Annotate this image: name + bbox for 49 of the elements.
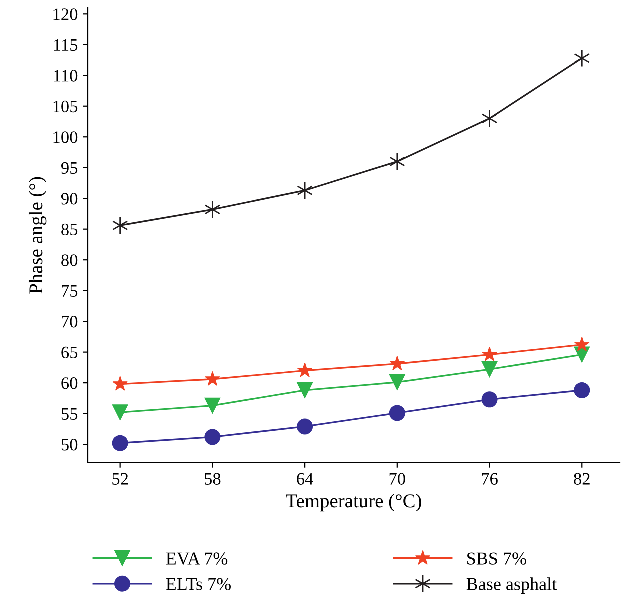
y-tick-label: 75 (62, 285, 78, 298)
y-axis-title: Phase angle (°) (28, 177, 47, 294)
y-tick-label: 105 (54, 100, 78, 113)
point (574, 49, 590, 68)
x-axis-title: Temperature (°C) (286, 494, 422, 512)
y-tick-label: 110 (54, 70, 78, 82)
legend-label: EVA 7% (166, 552, 228, 565)
y-tick-label: 120 (54, 8, 78, 20)
point (482, 346, 498, 362)
point (297, 418, 314, 435)
point (574, 382, 590, 398)
legend-label: Base asphalt (466, 578, 557, 594)
legend-label: SBS 7% (468, 552, 526, 565)
x-tick-label: 76 (482, 473, 498, 485)
point (390, 152, 406, 171)
x-tick-label: 82 (574, 473, 590, 485)
point (297, 362, 313, 378)
point (297, 382, 314, 398)
point (204, 398, 221, 414)
point (482, 110, 498, 128)
x-tick-label: 70 (390, 473, 406, 485)
y-tick-label: 80 (62, 254, 78, 266)
legend-label: ELTs 7% (166, 578, 231, 590)
y-tick-label: 70 (62, 316, 78, 328)
y-tick-label: 115 (54, 39, 78, 52)
x-tick-label: 64 (297, 473, 314, 485)
y-tick-label: 85 (62, 224, 78, 236)
y-tick-label: 60 (62, 378, 78, 390)
y-tick-label: 90 (61, 193, 78, 205)
x-tick-label: 58 (205, 473, 221, 485)
point (204, 200, 221, 219)
point (112, 404, 128, 421)
point (112, 376, 128, 391)
point (205, 371, 220, 386)
x-tick-label: 52 (112, 473, 128, 485)
point (204, 429, 221, 446)
point (574, 336, 590, 352)
point (389, 374, 406, 390)
y-tick-label: 95 (61, 162, 78, 174)
point (112, 216, 128, 235)
y-tick-label: 65 (62, 346, 78, 359)
point (482, 362, 498, 378)
y-tick-label: 55 (62, 408, 78, 420)
point (482, 392, 498, 408)
point (389, 405, 406, 422)
y-tick-label: 100 (54, 132, 78, 144)
y-tick-label: 50 (62, 439, 78, 451)
point (390, 356, 406, 371)
point (112, 435, 128, 452)
